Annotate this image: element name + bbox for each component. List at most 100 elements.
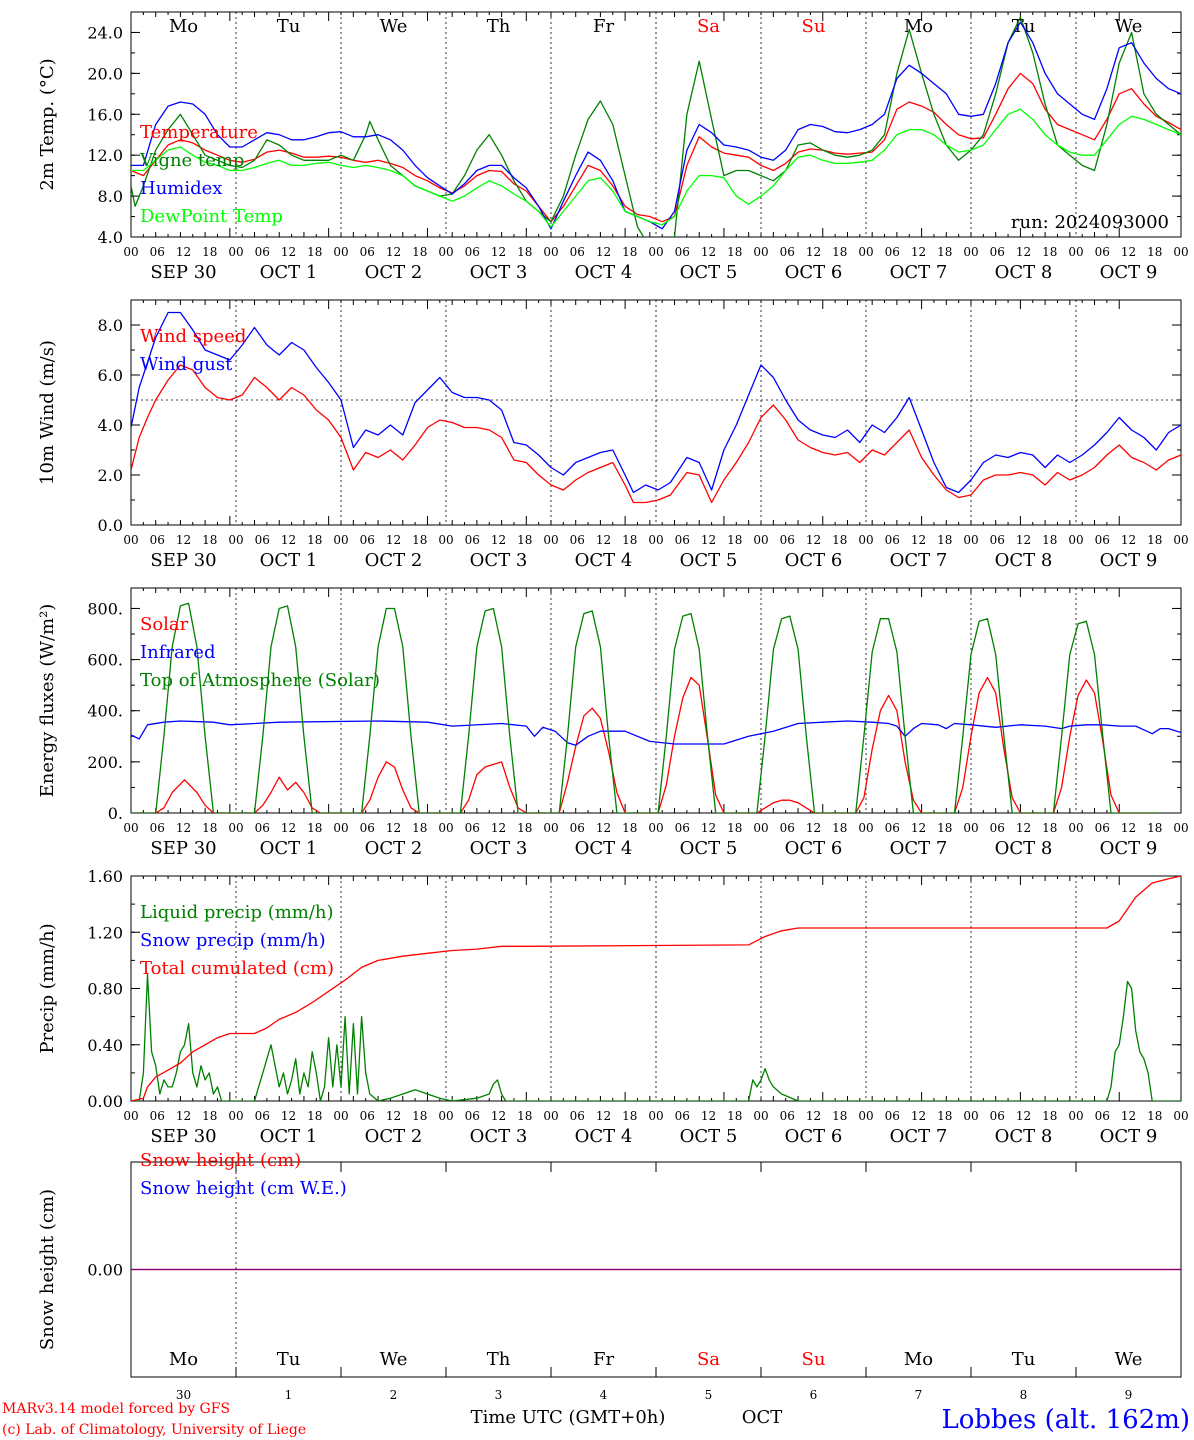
hour-tick-label: 06 <box>990 821 1005 835</box>
hour-tick-label: 18 <box>727 1109 742 1123</box>
hour-tick-label: 18 <box>307 1109 322 1123</box>
y-tick-label: 4.0 <box>98 416 123 435</box>
hour-tick-label: 00 <box>1068 821 1083 835</box>
hour-tick-label: 06 <box>675 1109 690 1123</box>
day-abbreviation: We <box>1115 16 1143 37</box>
day-number-label: 2 <box>390 1388 398 1402</box>
hour-tick-label: 18 <box>202 245 217 259</box>
hour-tick-label: 00 <box>963 1109 978 1123</box>
hour-tick-label: 18 <box>937 245 952 259</box>
hour-tick-label: 06 <box>780 245 795 259</box>
hour-tick-label: 12 <box>176 533 191 547</box>
hour-tick-label: 18 <box>832 821 847 835</box>
hour-tick-label: 06 <box>885 245 900 259</box>
hour-tick-label: 00 <box>648 533 663 547</box>
y-axis-label: Precip (mm/h) <box>37 923 58 1053</box>
hour-tick-label: 12 <box>596 245 611 259</box>
footer: MARv3.14 model forced by GFS (c) Lab. of… <box>2 1401 1190 1438</box>
hour-tick-label: 00 <box>438 245 453 259</box>
day-number-label: 6 <box>810 1388 818 1402</box>
date-label: OCT 8 <box>995 838 1053 859</box>
hour-tick-label: 12 <box>1016 245 1031 259</box>
hour-tick-label: 12 <box>1121 245 1136 259</box>
hour-tick-label: 12 <box>806 533 821 547</box>
date-label: OCT 9 <box>1100 262 1158 283</box>
date-label: SEP 30 <box>150 262 216 283</box>
legend-entry: Liquid precip (mm/h) <box>140 902 334 923</box>
y-tick-label: 0. <box>108 804 123 823</box>
hour-tick-label: 00 <box>963 821 978 835</box>
series-line <box>131 108 1181 228</box>
hour-tick-label: 00 <box>858 245 873 259</box>
day-number-label: 7 <box>915 1388 923 1402</box>
date-label: OCT 8 <box>995 1126 1053 1147</box>
day-abbreviation: Fr <box>593 16 614 37</box>
hour-tick-label: 06 <box>255 533 270 547</box>
hour-tick-label: 00 <box>333 821 348 835</box>
y-tick-label: 800. <box>87 599 123 618</box>
hour-tick-label: 00 <box>333 1109 348 1123</box>
date-label: OCT 3 <box>470 838 528 859</box>
hour-tick-label: 12 <box>701 821 716 835</box>
hour-tick-label: 00 <box>648 245 663 259</box>
date-label: OCT 2 <box>365 1126 423 1147</box>
legend-entry: Solar <box>140 614 189 635</box>
day-abbreviation: Tu <box>277 1349 301 1370</box>
hour-tick-label: 18 <box>412 245 427 259</box>
y-tick-label: 8.0 <box>98 316 123 335</box>
day-abbreviation: Th <box>487 1349 511 1370</box>
hour-tick-label: 06 <box>255 245 270 259</box>
hour-tick-label: 00 <box>753 533 768 547</box>
month-label: OCT <box>742 1407 783 1428</box>
series-line <box>131 16 1181 237</box>
hour-tick-label: 00 <box>123 533 138 547</box>
hour-tick-label: 06 <box>780 533 795 547</box>
hour-tick-label: 18 <box>622 245 637 259</box>
hour-tick-label: 06 <box>465 821 480 835</box>
hour-tick-label: 18 <box>412 821 427 835</box>
hour-tick-label: 00 <box>858 821 873 835</box>
hour-tick-label: 18 <box>937 1109 952 1123</box>
hour-tick-label: 18 <box>1147 533 1162 547</box>
date-label: OCT 6 <box>785 550 843 571</box>
hour-tick-label: 00 <box>648 821 663 835</box>
y-tick-label: 20.0 <box>87 64 123 83</box>
series-line <box>131 676 1161 813</box>
hour-tick-label: 06 <box>150 245 165 259</box>
y-tick-label: 24.0 <box>87 23 123 42</box>
hour-tick-label: 00 <box>543 245 558 259</box>
legend-entry: Humidex <box>140 178 222 199</box>
hour-tick-label: 12 <box>176 821 191 835</box>
legend-entry: Temperature <box>140 122 258 143</box>
hour-tick-label: 00 <box>228 821 243 835</box>
hour-tick-label: 12 <box>386 533 401 547</box>
y-tick-label: 1.60 <box>87 867 123 886</box>
hour-tick-label: 06 <box>465 1109 480 1123</box>
hour-tick-label: 00 <box>1173 821 1188 835</box>
date-label: OCT 4 <box>575 550 633 571</box>
run-annotation: run: 2024093000 <box>1011 212 1169 233</box>
legend-entry: Vigne temp <box>139 150 244 171</box>
date-label: OCT 2 <box>365 262 423 283</box>
day-abbreviation: Su <box>802 1349 826 1370</box>
hour-tick-label: 12 <box>281 821 296 835</box>
hour-tick-label: 00 <box>333 245 348 259</box>
legend-entry: Snow height (cm W.E.) <box>140 1178 347 1199</box>
date-label: OCT 3 <box>470 550 528 571</box>
hour-tick-label: 12 <box>596 821 611 835</box>
date-label: OCT 5 <box>680 550 738 571</box>
date-label: OCT 3 <box>470 262 528 283</box>
hour-tick-label: 06 <box>255 821 270 835</box>
hour-tick-label: 12 <box>491 245 506 259</box>
hour-tick-label: 06 <box>675 533 690 547</box>
hour-tick-label: 00 <box>1173 245 1188 259</box>
hour-tick-label: 12 <box>911 245 926 259</box>
day-abbreviation: Th <box>487 16 511 37</box>
hour-tick-label: 18 <box>937 533 952 547</box>
hour-tick-label: 18 <box>202 1109 217 1123</box>
hour-tick-label: 18 <box>832 245 847 259</box>
hour-tick-label: 18 <box>1042 821 1057 835</box>
hour-tick-label: 00 <box>123 1109 138 1123</box>
